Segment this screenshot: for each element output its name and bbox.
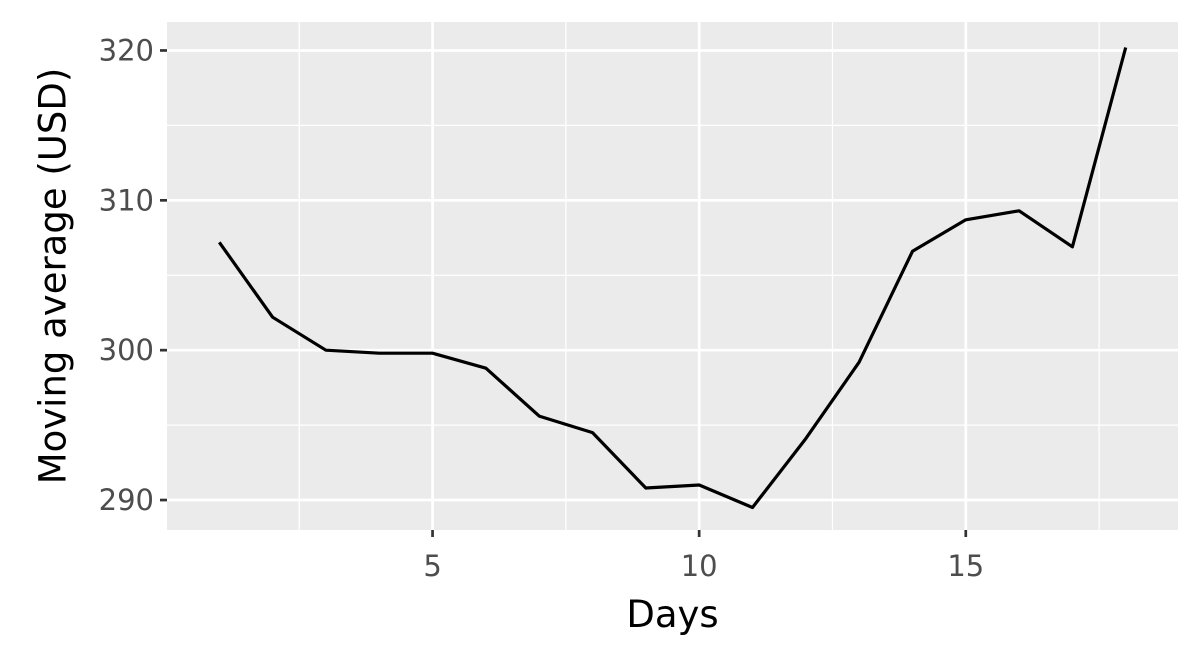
series-layer [217,47,1128,510]
series-line-0 [217,47,1128,510]
x-tick-label: 5 [423,549,441,583]
y-tick-label: 320 [99,33,154,67]
y-tick-label: 310 [99,183,154,217]
plot-panel [167,22,1178,530]
x-axis-title: Days [626,593,718,636]
minor-gridlines [167,22,1178,530]
x-tick-label: 15 [947,549,984,583]
y-axis-title: Moving average (USD) [32,68,75,485]
y-tick-label: 300 [99,333,154,367]
tick-labels: 5 10 15 290 300 310 320 [99,33,985,583]
x-tick-label: 10 [681,549,718,583]
axis-ticks [160,49,968,537]
y-tick-label: 290 [99,483,154,517]
